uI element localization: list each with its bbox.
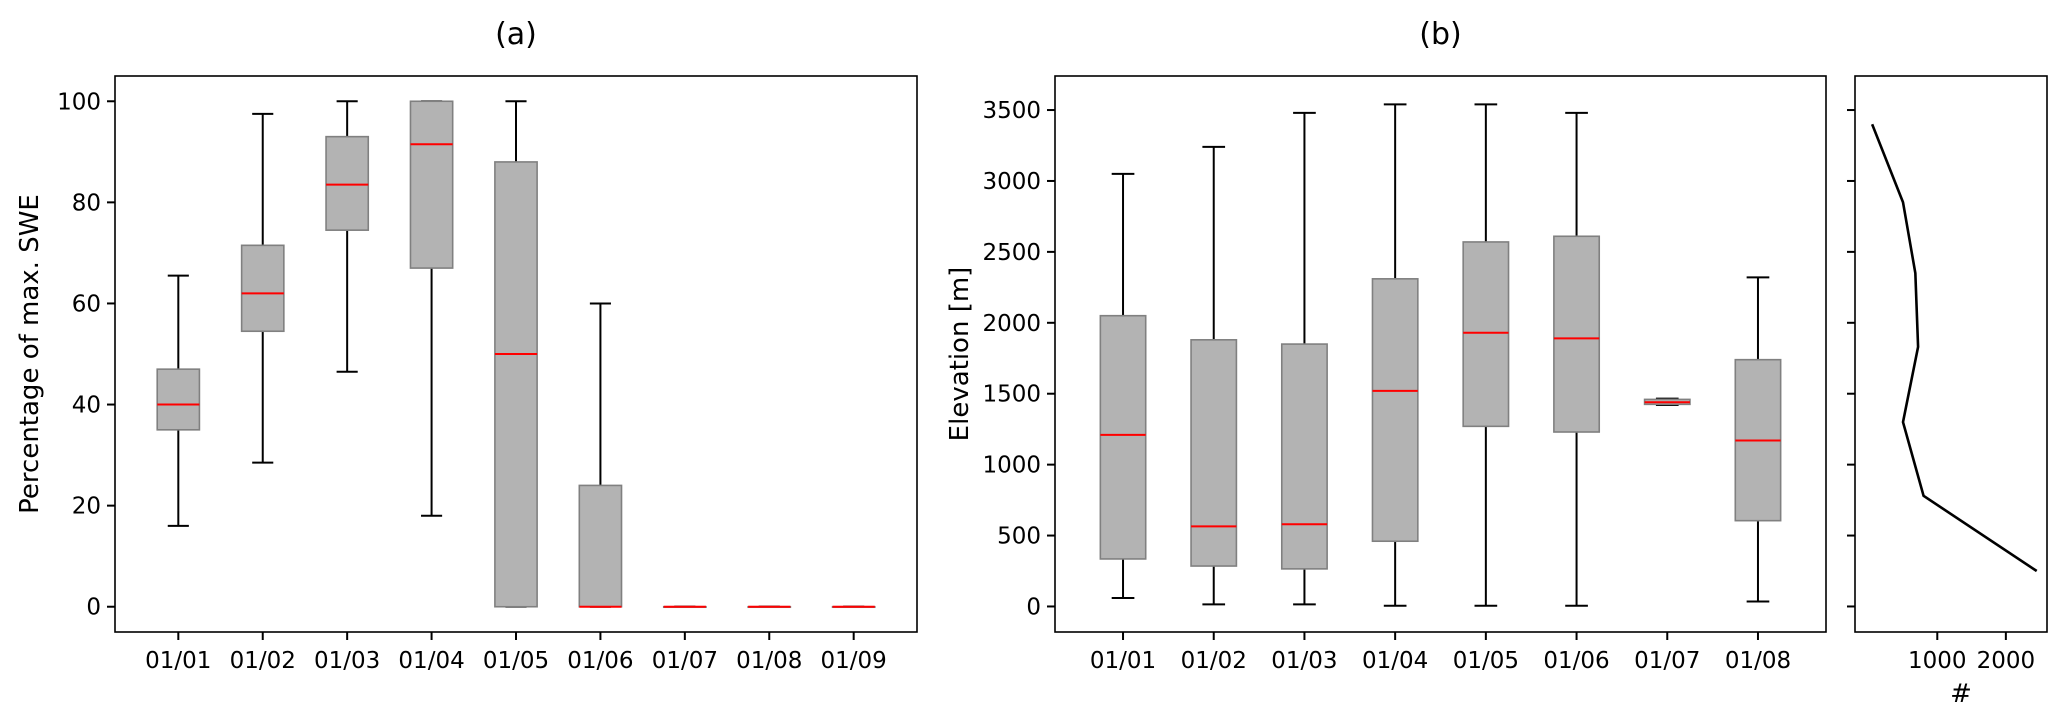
x-tick-label: 01/02 <box>1181 648 1247 674</box>
box-01-04 <box>1371 103 1419 607</box>
iqr-box <box>494 161 538 608</box>
iqr-box <box>240 244 285 333</box>
iqr-box <box>1553 235 1601 433</box>
x-tick-label: 01/01 <box>145 648 211 674</box>
box-01-03 <box>325 100 370 373</box>
panel-b <box>1047 75 1827 640</box>
chart-title: (a) <box>495 17 537 52</box>
x-tick-label: 01/04 <box>398 648 464 674</box>
panel-side-distribution <box>1847 75 2048 640</box>
iqr-box <box>409 100 454 269</box>
count-line <box>1870 123 2038 573</box>
x-tick-label: 01/07 <box>652 648 718 674</box>
y-axis-label: Elevation [m] <box>945 267 975 442</box>
iqr-box <box>156 368 201 431</box>
y-axis-label: Percentage of max. SWE <box>15 194 45 514</box>
x-tick-label: 01/07 <box>1634 648 1700 674</box>
x-tick-label: 01/06 <box>1543 648 1609 674</box>
box-01-03 <box>1280 111 1328 606</box>
box-01-02 <box>1190 145 1238 606</box>
y-tick-label: 1000 <box>982 453 1041 479</box>
x-tick-label: 01/01 <box>1090 648 1156 674</box>
iqr-box <box>1190 339 1238 567</box>
iqr-box <box>1280 343 1328 570</box>
iqr-box <box>1462 241 1510 428</box>
x-tick-label: 01/02 <box>230 648 296 674</box>
x-tick-label: 01/08 <box>1725 648 1791 674</box>
x-tick-label: 01/05 <box>1453 648 1519 674</box>
panel-a <box>107 75 918 640</box>
box-01-09 <box>831 605 876 609</box>
y-tick-label: 80 <box>72 190 101 216</box>
box-01-01 <box>156 274 201 527</box>
y-tick-label: 2500 <box>982 240 1041 266</box>
x-tick-label: 01/03 <box>314 648 380 674</box>
x-tick-label: 01/03 <box>1271 648 1337 674</box>
y-tick-label: 3000 <box>982 169 1041 195</box>
x-tick-label: 01/09 <box>821 648 887 674</box>
x-tick-label: 01/08 <box>736 648 802 674</box>
box-01-02 <box>240 112 285 464</box>
box-01-05 <box>1462 103 1510 607</box>
y-tick-label: 500 <box>997 524 1041 550</box>
y-tick-label: 20 <box>72 494 101 520</box>
axes-frame <box>1854 75 2048 633</box>
y-tick-label: 3500 <box>982 98 1041 124</box>
y-tick-label: 40 <box>72 393 101 419</box>
x-tick-label: 1000 <box>1908 648 1967 674</box>
box-01-01 <box>1099 172 1147 599</box>
iqr-box <box>578 484 623 608</box>
box-01-06 <box>578 302 623 608</box>
box-01-08 <box>747 605 792 609</box>
x-tick-label: 01/04 <box>1362 648 1428 674</box>
box-01-07 <box>662 605 707 609</box>
axes-frame <box>1054 75 1827 633</box>
iqr-box <box>1099 314 1147 560</box>
x-tick-label: 2000 <box>1977 648 2036 674</box>
box-01-04 <box>409 100 454 517</box>
box-01-05 <box>494 100 538 608</box>
box-01-07 <box>1643 397 1691 407</box>
iqr-box <box>1371 278 1419 543</box>
y-tick-label: 0 <box>86 595 101 621</box>
y-tick-label: 60 <box>72 291 101 317</box>
y-tick-label: 2000 <box>982 311 1041 337</box>
box-01-06 <box>1553 111 1601 607</box>
x-tick-label: 01/06 <box>567 648 633 674</box>
x-axis-label: # <box>1950 679 1972 709</box>
y-tick-label: 100 <box>57 89 101 115</box>
chart-title: (b) <box>1419 17 1461 52</box>
x-tick-label: 01/05 <box>483 648 549 674</box>
box-01-08 <box>1734 276 1782 603</box>
iqr-box <box>325 135 370 231</box>
y-tick-label: 1500 <box>982 382 1041 408</box>
y-tick-label: 0 <box>1026 594 1041 620</box>
